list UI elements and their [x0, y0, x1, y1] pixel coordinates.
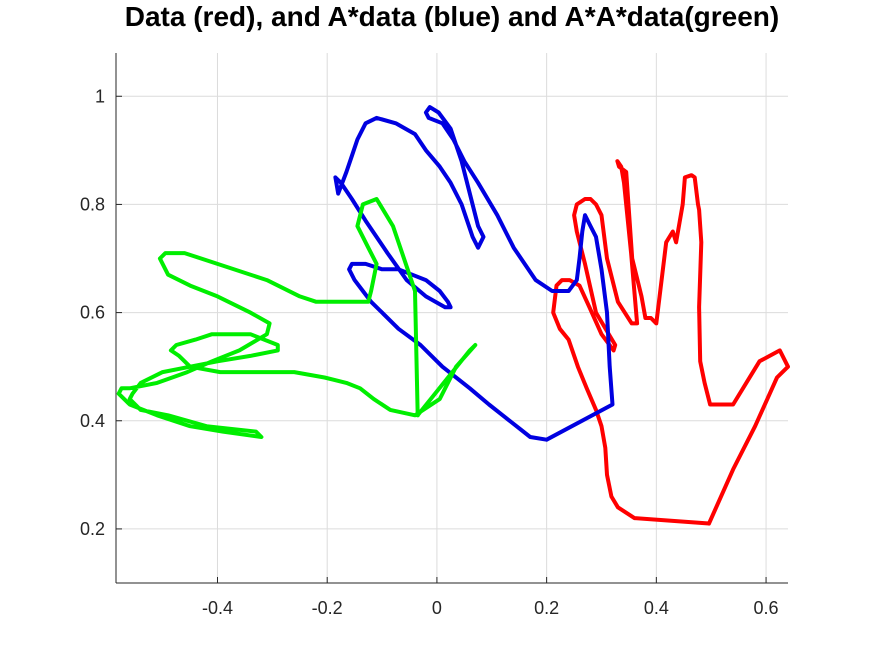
data-series-red: [551, 159, 790, 526]
y-tick-label: 0.2: [80, 519, 105, 539]
y-tick-label: 0.4: [80, 411, 105, 431]
series-group: [116, 105, 790, 526]
x-tick-label: 0.2: [534, 598, 559, 618]
axes: [115, 53, 788, 584]
x-tick-label: -0.2: [312, 598, 343, 618]
x-tick-label: 0.4: [644, 598, 669, 618]
x-tick-label: 0: [432, 598, 442, 618]
double-transformed-series-green: [116, 197, 478, 439]
y-tick-label: 1: [95, 86, 105, 106]
transformed-series-blue: [333, 105, 615, 442]
x-tick-label: -0.4: [202, 598, 233, 618]
x-tick-label: 0.6: [754, 598, 779, 618]
tick-labels: -0.4 -0.2 0 0.2 0.4 0.6 0.2 0.4 0.6 0.8 1: [80, 86, 779, 618]
y-tick-label: 0.8: [80, 194, 105, 214]
y-tick-label: 0.6: [80, 303, 105, 323]
chart-title: Data (red), and A*data (blue) and A*A*da…: [125, 1, 779, 32]
